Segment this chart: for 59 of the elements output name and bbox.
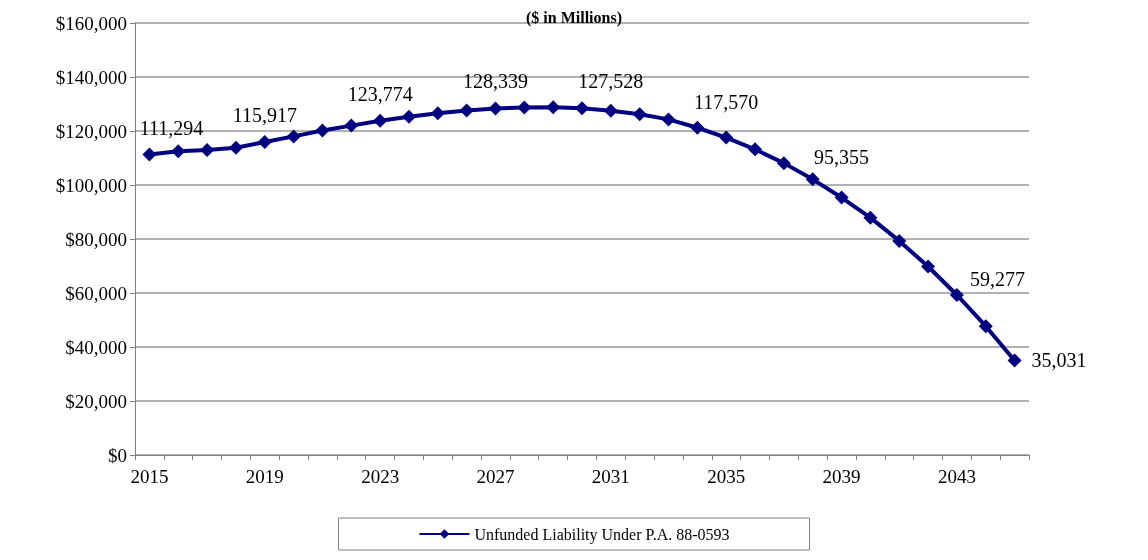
x-tick-label: 2035 — [707, 466, 746, 487]
data-label: 128,339 — [462, 70, 528, 93]
x-tick-label: 2019 — [245, 466, 284, 487]
point — [921, 259, 936, 274]
point — [863, 210, 878, 225]
chart-title: ($ in Millions) — [525, 8, 623, 27]
y-tick-label: $40,000 — [65, 336, 127, 358]
point — [430, 106, 445, 121]
data-label: 123,774 — [347, 82, 413, 105]
data-label: 95,355 — [814, 145, 870, 168]
data-label: 127,528 — [578, 70, 644, 93]
point — [776, 156, 791, 171]
data-label: 115,917 — [232, 104, 297, 127]
point — [517, 100, 532, 115]
point — [805, 172, 820, 187]
data-label: 59,277 — [969, 267, 1025, 290]
point — [575, 101, 589, 116]
x-tick-label: 2027 — [476, 466, 515, 487]
point — [315, 123, 330, 138]
point — [200, 142, 215, 157]
point — [748, 142, 763, 157]
point — [1007, 353, 1022, 368]
y-tick-label: $60,000 — [65, 282, 127, 304]
point — [344, 118, 359, 133]
x-tick-label: 2015 — [130, 466, 169, 487]
point — [286, 129, 301, 144]
point — [603, 103, 618, 118]
point — [257, 135, 272, 150]
x-tick-label: 2031 — [591, 466, 630, 487]
point — [459, 103, 474, 118]
x-tick-label: 2023 — [361, 466, 400, 487]
x-tick-label: 2039 — [822, 466, 861, 487]
point — [546, 100, 561, 115]
point — [978, 319, 993, 334]
y-tick-label: $160,000 — [55, 12, 127, 34]
y-tick-label: $100,000 — [55, 174, 127, 196]
point — [488, 101, 503, 116]
y-tick-label: $20,000 — [65, 390, 127, 412]
point — [949, 287, 964, 302]
point — [719, 130, 734, 145]
point — [373, 113, 388, 128]
point — [171, 144, 186, 159]
data-label: 35,031 — [1031, 349, 1087, 372]
data-label: 117,570 — [694, 91, 759, 114]
y-tick-label: $80,000 — [65, 228, 127, 250]
point — [142, 147, 157, 162]
point — [690, 120, 705, 135]
legend-label: Unfunded Liability Under P.A. 88-0593 — [474, 525, 730, 544]
point — [401, 109, 416, 124]
point — [834, 190, 849, 205]
point — [632, 107, 647, 122]
point — [892, 233, 907, 248]
point — [661, 112, 676, 127]
data-label: 111,294 — [139, 116, 204, 139]
x-tick-label: 2043 — [937, 466, 976, 487]
point — [228, 140, 243, 155]
y-tick-label: $0 — [108, 444, 127, 466]
y-tick-label: $120,000 — [55, 120, 127, 142]
y-tick-label: $140,000 — [55, 66, 127, 88]
